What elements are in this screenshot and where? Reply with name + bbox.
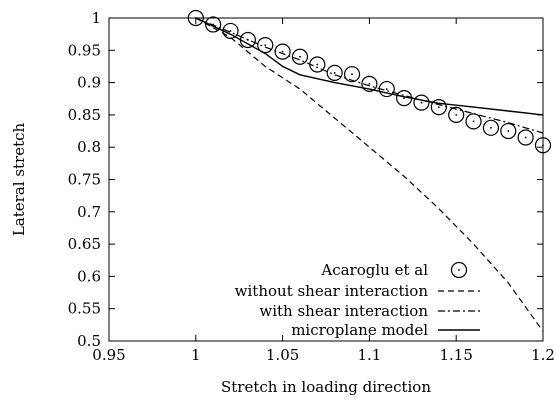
data-point: [413, 94, 430, 111]
legend-label: with shear interaction: [259, 302, 428, 320]
legend-label: without shear interaction: [235, 282, 429, 300]
data-point: [361, 75, 378, 92]
x-axis-label: Stretch in loading direction: [221, 378, 431, 396]
x-tick-label: 0.95: [92, 346, 125, 364]
data-point-center: [333, 72, 336, 74]
data-point: [205, 16, 222, 33]
data-point: [326, 64, 343, 82]
y-tick-label: 0.6: [77, 267, 101, 285]
series-acaroglu-markers: [187, 9, 552, 154]
data-point-center: [437, 106, 440, 109]
data-point: [291, 48, 309, 65]
data-point-center: [507, 130, 510, 132]
data-point-center: [264, 44, 267, 47]
data-point-center: [229, 30, 232, 32]
data-point-center: [420, 101, 423, 104]
data-point: [534, 137, 552, 154]
x-tick-label: 1.2: [531, 346, 555, 364]
y-tick-label: 1: [91, 9, 101, 27]
data-point: [343, 66, 361, 83]
data-point: [187, 9, 204, 27]
series-line-3: [195, 17, 544, 116]
legend-label: Acaroglu et al: [320, 261, 428, 279]
series-layer: [187, 9, 552, 332]
y-tick-label: 0.85: [68, 106, 101, 124]
y-axis-label: Lateral stretch: [10, 122, 28, 236]
data-point-center: [524, 136, 527, 139]
data-point-center: [385, 88, 388, 90]
data-point-center: [542, 144, 544, 147]
legend-marker-center: [458, 269, 460, 271]
data-point-center: [472, 120, 475, 123]
data-point: [482, 119, 500, 136]
data-point-center: [368, 82, 371, 85]
legend-marker: [450, 261, 468, 279]
x-tick-label: 1.05: [266, 346, 299, 364]
data-point-center: [299, 55, 301, 58]
y-tick-label: 0.95: [68, 41, 101, 59]
y-tick-label: 0.8: [77, 138, 101, 156]
series-line-2: [195, 17, 544, 134]
data-point-center: [490, 126, 492, 129]
y-tick-label: 0.5: [77, 332, 101, 350]
x-tick-label: 1.1: [357, 346, 381, 364]
data-point: [257, 37, 274, 54]
y-tick-label: 0.7: [77, 203, 101, 221]
x-tick-label: 1.15: [439, 346, 472, 364]
y-tick-label: 0.9: [77, 74, 101, 92]
legend: Acaroglu et al without shear interaction w…: [235, 261, 480, 339]
data-point-center: [281, 50, 284, 53]
data-point-center: [403, 97, 406, 100]
data-point: [448, 106, 465, 124]
data-point-center: [455, 114, 458, 116]
data-point: [465, 113, 482, 130]
tick-labels: 0.95 1 1.05 1.1 1.15 1.2 0.5 0.55 0.6 0.65 0.7 0.75…: [68, 9, 555, 364]
data-point: [274, 43, 291, 60]
data-point-center: [351, 73, 353, 76]
data-point: [517, 129, 534, 146]
y-tick-label: 0.65: [68, 235, 101, 253]
data-point-center: [316, 63, 319, 66]
legend-label: microplane model: [291, 321, 428, 339]
x-tick-label: 1: [191, 346, 201, 364]
data-point: [500, 122, 517, 140]
y-tick-label: 0.55: [68, 300, 101, 318]
y-tick-label: 0.75: [68, 171, 101, 189]
